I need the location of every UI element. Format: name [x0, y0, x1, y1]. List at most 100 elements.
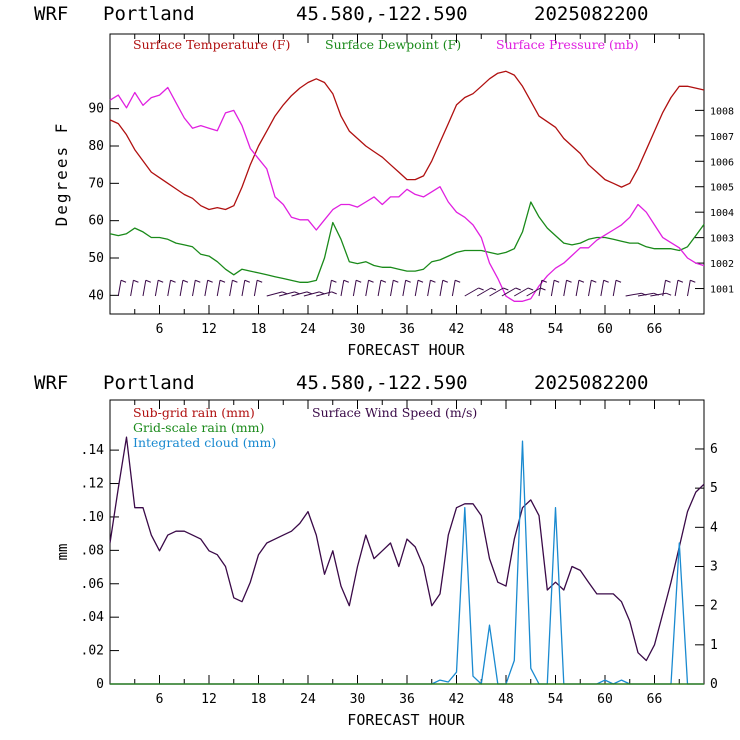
- wind-barb: [130, 280, 134, 297]
- wind-barb-flag: [145, 279, 151, 283]
- wind-barb-flag: [442, 279, 448, 283]
- wind-barb: [414, 280, 419, 297]
- wind-barb-flag: [170, 279, 176, 283]
- wind-barb-flag: [566, 279, 572, 283]
- bottom-y-axis-label: mm: [55, 544, 71, 561]
- wind-barb: [489, 287, 504, 297]
- y-tick-label: 80: [88, 139, 104, 154]
- x-tick-label: 48: [498, 692, 514, 707]
- wind-barb: [439, 280, 444, 297]
- wind-barb: [377, 280, 382, 297]
- y2-tick-label: 1001: [710, 285, 734, 296]
- y2-tick-label: 1005: [710, 183, 734, 194]
- y2-tick-label: 3: [710, 559, 718, 574]
- wind-barb-flag: [133, 279, 139, 283]
- wind-barb-flag: [591, 279, 597, 283]
- wind-barb: [204, 280, 209, 297]
- wind-barb-flag: [195, 279, 201, 283]
- top-plot-frame: [109, 33, 705, 315]
- x-tick-label: 6: [156, 692, 164, 707]
- x-tick-label: 54: [548, 322, 564, 337]
- wind-barb: [625, 292, 642, 297]
- wind-barb: [167, 280, 172, 297]
- wind-barb-flag: [319, 291, 325, 295]
- wind-barb-flag: [282, 291, 288, 295]
- wind-barb: [278, 291, 295, 297]
- wind-barb: [526, 287, 541, 297]
- y2-tick-label: 1002: [710, 259, 734, 270]
- legend-pressure: Surface Pressure (mb): [496, 37, 639, 52]
- wind-barb-flag: [244, 279, 250, 283]
- wind-barb: [550, 280, 555, 297]
- legend-temperature: Surface Temperature (F): [133, 37, 290, 52]
- wind-barb: [575, 280, 580, 297]
- wind-barb: [192, 280, 196, 297]
- wind-barb: [612, 280, 617, 297]
- wind-barb: [154, 280, 159, 297]
- wind-barb: [229, 280, 233, 297]
- x-tick-label: 18: [251, 322, 267, 337]
- legend-gridscale-rain: Grid-scale rain (mm): [133, 420, 264, 435]
- wind-barb-flag: [232, 279, 238, 283]
- x-tick-label: 6: [156, 322, 164, 337]
- wind-barb: [538, 280, 543, 297]
- top-coords-label: 45.580,-122.590: [296, 3, 468, 25]
- wind-barb: [476, 287, 492, 297]
- y2-tick-label: 4: [710, 520, 718, 535]
- wind-barb-flag: [454, 279, 461, 283]
- top-location-label: Portland: [103, 3, 195, 25]
- y-tick-label: .10: [81, 510, 104, 525]
- wind-barb-flag: [478, 287, 484, 291]
- y2-tick-label: 6: [710, 442, 718, 457]
- wind-barb: [340, 280, 345, 297]
- legend-dewpoint: Surface Dewpoint (F): [325, 37, 461, 52]
- wind-barb-flag: [294, 291, 300, 295]
- x-tick-label: 18: [251, 692, 267, 707]
- wind-barb: [563, 280, 568, 297]
- wind-barb: [365, 280, 370, 297]
- x-tick-label: 66: [647, 322, 663, 337]
- y2-tick-label: 1008: [710, 106, 734, 117]
- y2-tick-label: 1: [710, 638, 718, 653]
- bottom-location-label: Portland: [103, 372, 195, 394]
- wind-barb: [588, 280, 592, 297]
- wind-barb-flag: [527, 287, 534, 291]
- wind-barb: [637, 292, 654, 297]
- temperature-chart: 6 12 18 24 30 36 42 48 54 60 66 40 50 60 70 80 90 1001 100…: [52, 33, 734, 359]
- y2-tick-label: 1006: [710, 157, 734, 168]
- surface-wind-speed-m-s-line: [109, 436, 705, 662]
- wind-barb-flag: [182, 279, 189, 283]
- y-tick-label: .04: [81, 610, 105, 625]
- surface-temperature-f-line: [109, 70, 705, 211]
- y-tick-label: 70: [88, 176, 104, 191]
- wind-barb-flag: [615, 279, 622, 283]
- y-tick-label: 60: [88, 214, 104, 229]
- wind-barb: [674, 280, 679, 297]
- wind-barb-flag: [256, 279, 263, 283]
- y-tick-label: .06: [81, 577, 104, 592]
- x-tick-label: 24: [300, 322, 316, 337]
- y2-tick-label: 5: [710, 481, 718, 496]
- wind-barb-flag: [355, 279, 362, 283]
- x-tick-label: 36: [399, 692, 415, 707]
- x-tick-label: 42: [449, 322, 465, 337]
- top-x-axis-label: FORECAST HOUR: [347, 341, 465, 359]
- wind-barb-flag: [515, 287, 521, 291]
- wind-barb-flag: [541, 279, 547, 283]
- wind-barb: [687, 280, 691, 297]
- wind-barb: [142, 280, 147, 297]
- top-model-label: WRF: [34, 3, 68, 25]
- wind-barb-flag: [677, 279, 684, 283]
- x-tick-label: 48: [498, 322, 514, 337]
- y2-tick-label: 1007: [710, 132, 734, 143]
- x-tick-label: 30: [350, 322, 366, 337]
- wind-barb: [253, 280, 258, 297]
- x-tick-label: 42: [449, 692, 465, 707]
- wind-barb-flag: [417, 279, 424, 283]
- wind-barb: [427, 280, 431, 297]
- wind-barb-flag: [553, 279, 560, 283]
- wind-barb-flag: [306, 291, 313, 295]
- wind-barb-flag: [503, 287, 509, 291]
- y2-tick-label: 1004: [710, 208, 734, 219]
- wind-barb-flag: [157, 279, 164, 283]
